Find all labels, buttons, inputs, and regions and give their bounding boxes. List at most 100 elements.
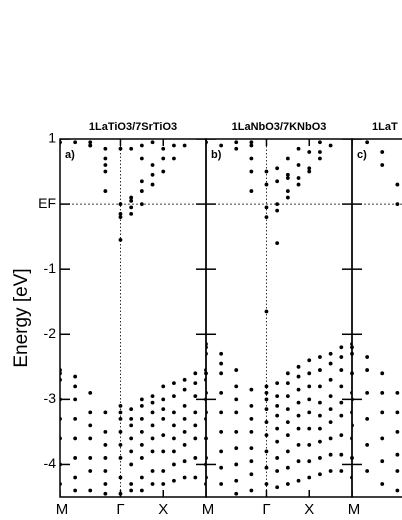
band-dot — [129, 423, 134, 428]
x-tick-label: M — [202, 501, 215, 518]
band-dot — [296, 163, 301, 167]
band-dot — [182, 416, 187, 421]
band-dot — [307, 410, 312, 415]
x-tick-label: M — [348, 501, 361, 518]
band-dot — [307, 150, 312, 154]
panel-frame — [205, 138, 353, 498]
band-dot — [249, 387, 254, 392]
band-dot — [161, 407, 166, 412]
band-dot — [365, 140, 370, 145]
band-dot — [150, 449, 155, 454]
band-dot — [161, 433, 166, 438]
band-dot — [264, 182, 269, 187]
band-dot — [318, 150, 322, 154]
band-dot — [182, 459, 187, 464]
band-dot — [103, 456, 108, 460]
band-dot — [150, 436, 155, 441]
band-dot — [395, 390, 400, 395]
band-dot — [328, 452, 333, 457]
band-dot — [129, 449, 134, 454]
panel-title: 1LaT — [372, 121, 398, 133]
band-dot — [264, 420, 269, 425]
band-dot — [182, 387, 187, 392]
band-dot — [219, 351, 224, 356]
band-dot — [103, 146, 108, 151]
band-dot — [264, 309, 269, 314]
y-tick-label: -1 — [44, 260, 57, 276]
band-dot — [285, 172, 290, 177]
band-dot — [307, 459, 312, 464]
band-dot — [161, 469, 166, 473]
band-dot — [264, 407, 269, 412]
band-dot — [395, 488, 400, 493]
band-dot — [161, 482, 166, 486]
band-dot — [365, 443, 370, 447]
y-tick-label: 1 — [48, 130, 56, 146]
band-dot — [161, 156, 166, 161]
band-dot — [118, 146, 123, 151]
panel — [206, 139, 352, 497]
band-dot — [139, 403, 144, 408]
band-dot — [264, 215, 269, 220]
band-dot — [219, 430, 224, 434]
band-dot — [139, 202, 144, 206]
band-dot — [129, 205, 134, 210]
x-tick-label: X — [158, 501, 168, 518]
band-dot — [307, 166, 312, 171]
band-dot — [234, 462, 239, 467]
band-dot — [264, 482, 269, 486]
band-dot — [296, 459, 301, 464]
band-dot — [172, 462, 176, 467]
band-dot — [339, 413, 344, 418]
band-dot — [296, 400, 301, 405]
band-dot — [264, 205, 269, 210]
band-dot — [318, 472, 322, 477]
band-dot — [73, 436, 78, 441]
band-dot — [285, 195, 290, 200]
band-dot — [193, 381, 198, 385]
band-dot — [339, 452, 344, 457]
panel-label: c) — [357, 149, 367, 161]
band-dot — [328, 361, 333, 366]
band-dot — [234, 140, 239, 145]
band-dot — [328, 420, 333, 425]
band-dot — [264, 384, 269, 389]
band-dot — [365, 368, 370, 372]
band-dot — [150, 410, 155, 415]
band-dot — [249, 156, 254, 161]
band-dot — [118, 410, 123, 415]
band-dot — [339, 368, 344, 372]
band-dot — [161, 169, 166, 174]
band-dot — [88, 140, 93, 145]
band-dot — [193, 394, 198, 399]
band-dot — [234, 410, 239, 415]
band-dot — [234, 146, 239, 151]
band-dot — [264, 465, 269, 470]
band-dot — [129, 488, 134, 493]
panel-label: a) — [65, 149, 75, 161]
band-dot — [318, 156, 322, 161]
band-dot — [328, 377, 333, 382]
band-dot — [380, 163, 385, 167]
band-dot — [88, 410, 93, 415]
band-dot — [307, 358, 312, 363]
band-dot — [139, 475, 144, 480]
band-dot — [318, 368, 322, 372]
band-dot — [264, 433, 269, 438]
band-dot — [73, 416, 78, 421]
band-dot — [219, 361, 224, 366]
band-dot — [88, 423, 93, 428]
band-dot — [139, 416, 144, 421]
band-dot — [234, 491, 239, 496]
band-dot — [249, 459, 254, 464]
band-dot — [150, 423, 155, 428]
band-dot — [103, 410, 108, 415]
band-dot — [118, 403, 123, 408]
band-dot — [139, 456, 144, 460]
band-dot — [193, 423, 198, 428]
band-dot — [172, 436, 176, 441]
band-dot — [307, 169, 312, 174]
band-dot — [150, 482, 155, 486]
band-dot — [103, 430, 108, 434]
band-dot — [139, 443, 144, 447]
